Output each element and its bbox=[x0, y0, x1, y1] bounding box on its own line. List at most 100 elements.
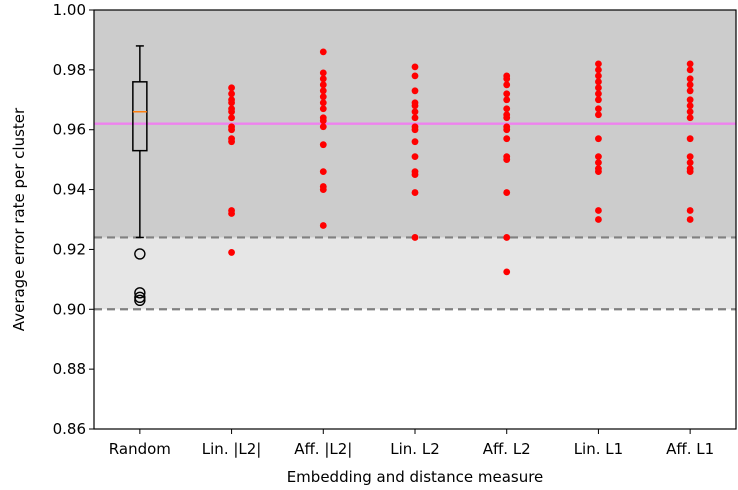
data-point-1-6 bbox=[228, 114, 235, 122]
data-point-2-15 bbox=[319, 222, 327, 229]
box-outlier-3 bbox=[134, 294, 146, 307]
y-tick-label-2: 0.90 bbox=[53, 300, 86, 318]
data-point-6-9 bbox=[686, 135, 694, 143]
data-point-2-9 bbox=[319, 117, 327, 125]
data-point-3-9 bbox=[411, 138, 419, 146]
data-point-4-10 bbox=[503, 135, 511, 143]
data-point-4-5 bbox=[503, 105, 511, 113]
data-point-6-14 bbox=[686, 207, 694, 214]
data-point-6-2 bbox=[686, 75, 694, 83]
data-point-1-10 bbox=[228, 138, 235, 146]
data-point-2-4 bbox=[319, 87, 327, 95]
data-point-3-10 bbox=[411, 153, 419, 161]
data-point-1-5 bbox=[228, 108, 235, 116]
data-point-2-0 bbox=[319, 48, 327, 56]
data-point-6-1 bbox=[686, 66, 694, 74]
data-point-5-14 bbox=[595, 207, 602, 214]
x-tick-label-6: Aff. L1 bbox=[666, 440, 714, 458]
data-point-1-12 bbox=[228, 210, 235, 217]
box-iqr bbox=[132, 81, 148, 152]
data-point-4-1 bbox=[503, 75, 511, 83]
data-point-2-7 bbox=[319, 105, 327, 113]
x-axis-ticks: Random Lin. |L2| Aff. |L2| Lin. L2 Aff. L2 Li… bbox=[109, 429, 714, 458]
data-point-3-12 bbox=[411, 171, 419, 179]
data-point-5-9 bbox=[595, 135, 602, 143]
data-point-6-4 bbox=[686, 87, 694, 95]
data-point-5-11 bbox=[595, 159, 602, 167]
x-tick-label-1: Lin. |L2| bbox=[202, 440, 262, 458]
data-point-4-12 bbox=[503, 156, 511, 164]
data-point-2-12 bbox=[319, 168, 327, 176]
data-point-1-0 bbox=[228, 84, 235, 92]
data-point-5-2 bbox=[595, 72, 602, 80]
data-point-4-9 bbox=[503, 126, 511, 134]
box-outlier-1 bbox=[134, 287, 146, 299]
data-point-4-2 bbox=[503, 81, 511, 89]
y-axis-ticks: 0.86 0.88 0.90 0.92 0.94 0.96 0.98 1.00 bbox=[53, 1, 94, 438]
data-point-1-3 bbox=[228, 99, 235, 107]
y-tick-label-5: 0.96 bbox=[53, 121, 86, 139]
data-point-6-15 bbox=[686, 216, 694, 223]
data-point-4-14 bbox=[503, 234, 511, 241]
data-point-2-2 bbox=[319, 75, 327, 83]
data-point-6-3 bbox=[686, 81, 694, 89]
data-point-5-8 bbox=[595, 111, 602, 119]
data-point-6-11 bbox=[686, 159, 694, 167]
y-tick-label-6: 0.98 bbox=[53, 61, 86, 79]
data-point-2-14 bbox=[319, 186, 327, 193]
data-point-3-2 bbox=[411, 87, 419, 95]
data-point-6-0 bbox=[686, 60, 694, 68]
y-tick-label-1: 0.88 bbox=[53, 360, 86, 378]
data-point-2-3 bbox=[319, 81, 327, 89]
data-point-3-5 bbox=[411, 108, 419, 116]
data-point-3-6 bbox=[411, 114, 419, 122]
data-point-2-6 bbox=[319, 99, 327, 107]
data-point-5-7 bbox=[595, 105, 602, 113]
x-tick-label-3: Lin. L2 bbox=[390, 440, 439, 458]
data-point-6-6 bbox=[686, 102, 694, 110]
data-point-5-15 bbox=[595, 216, 602, 223]
data-point-6-5 bbox=[686, 96, 694, 104]
data-point-4-7 bbox=[503, 114, 511, 122]
boxplot-random bbox=[132, 45, 148, 307]
x-tick-label-2: Aff. |L2| bbox=[294, 440, 352, 458]
x-tick-label-5: Lin. L1 bbox=[574, 440, 623, 458]
data-point-3-8 bbox=[411, 126, 419, 134]
data-point-5-6 bbox=[595, 96, 602, 104]
data-point-4-13 bbox=[503, 189, 511, 196]
data-point-5-3 bbox=[595, 78, 602, 86]
data-point-2-5 bbox=[319, 93, 327, 101]
data-point-4-3 bbox=[503, 90, 511, 98]
data-point-5-5 bbox=[595, 90, 602, 98]
data-point-6-8 bbox=[686, 114, 694, 122]
data-point-1-13 bbox=[228, 249, 235, 256]
data-point-2-10 bbox=[319, 123, 327, 131]
shaded-band-0 bbox=[94, 237, 736, 310]
y-tick-label-0: 0.86 bbox=[53, 420, 86, 438]
box-outlier-0 bbox=[134, 248, 146, 260]
y-tick-label-4: 0.94 bbox=[53, 181, 86, 199]
y-tick-label-7: 1.00 bbox=[53, 1, 86, 19]
data-point-2-11 bbox=[319, 141, 327, 149]
data-point-3-1 bbox=[411, 72, 419, 80]
data-point-1-1 bbox=[228, 90, 235, 98]
x-tick-label-4: Aff. L2 bbox=[483, 440, 531, 458]
data-point-3-13 bbox=[411, 189, 419, 196]
x-tick-label-0: Random bbox=[109, 440, 171, 458]
data-point-4-15 bbox=[503, 268, 511, 276]
data-point-5-1 bbox=[595, 66, 602, 74]
data-point-4-4 bbox=[503, 96, 511, 104]
data-point-3-0 bbox=[411, 63, 419, 71]
data-point-6-7 bbox=[686, 108, 694, 116]
data-point-5-0 bbox=[595, 60, 602, 68]
data-point-5-10 bbox=[595, 153, 602, 161]
data-point-5-4 bbox=[595, 84, 602, 92]
data-point-6-13 bbox=[686, 168, 694, 176]
data-point-1-8 bbox=[228, 126, 235, 134]
data-points bbox=[228, 48, 694, 276]
data-point-3-4 bbox=[411, 102, 419, 110]
x-axis-label: Embedding and distance measure bbox=[287, 468, 544, 486]
y-tick-label-3: 0.92 bbox=[53, 240, 86, 258]
data-point-6-10 bbox=[686, 153, 694, 161]
